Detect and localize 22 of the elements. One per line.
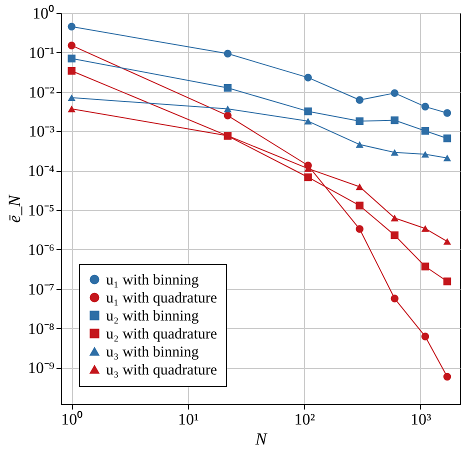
y-tick-label: 10⁻³	[28, 124, 55, 141]
y-tick-label: 10⁻⁵	[28, 202, 54, 220]
x-tick-label: 10⁰	[61, 410, 84, 428]
legend-label: u₁ with binning	[106, 272, 200, 288]
y-tick-label: 10⁰	[32, 4, 54, 22]
y-axis-title: ē_N	[4, 194, 24, 223]
legend-label: u₂ with binning	[106, 308, 200, 324]
x-tick-label: 10²	[294, 412, 316, 428]
x-tick-label: 10¹	[178, 412, 199, 428]
y-tick-label: 10⁻¹	[28, 44, 55, 62]
legend-label: u₂ with quadrature	[106, 326, 218, 342]
y-tick-label: 10⁻⁷	[28, 281, 54, 298]
x-tick-label: 10³	[410, 412, 432, 428]
y-tick-label: 10⁻⁹	[28, 360, 55, 378]
y-tick-label: 10⁻⁴	[28, 163, 55, 180]
legend-label: u₃ with quadrature	[106, 362, 218, 378]
y-tick-label: 10⁻⁸	[28, 320, 54, 338]
y-tick-label: 10⁻²	[28, 84, 55, 102]
y-tick-label: 10⁻⁶	[28, 242, 54, 259]
legend-label: u₁ with quadrature	[106, 290, 218, 306]
legend-label: u₃ with binning	[106, 344, 200, 360]
x-axis-title: N	[254, 430, 268, 448]
